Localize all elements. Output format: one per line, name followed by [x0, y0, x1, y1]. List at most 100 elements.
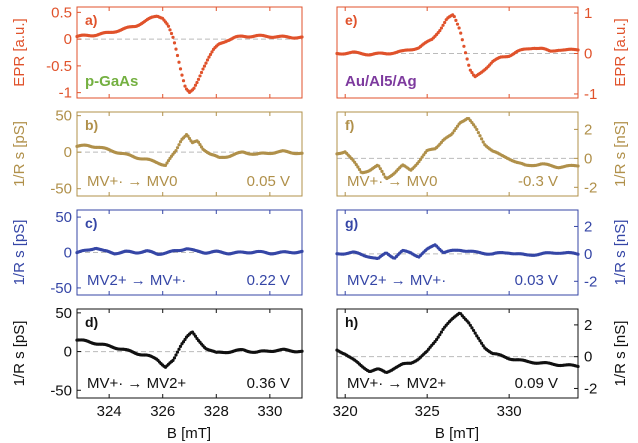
data-point: [175, 146, 180, 150]
panel-h: 2 0 -2 320 325 330 1/R s [nS] h) MV+· → MV2+ 0.09…: [333, 308, 629, 420]
data-point: [454, 18, 458, 22]
data-point: [175, 53, 180, 58]
y-axis-label: 1/R s [nS]: [612, 121, 629, 187]
plot-frame: [76, 111, 303, 197]
plot-frame: [76, 308, 303, 399]
data-point: [480, 341, 484, 345]
panel-e: 1 0 -1 EPR [a.u.] e) Au/Al5/Ag: [335, 5, 629, 103]
reaction-label: MV2+ → MV+·: [87, 272, 186, 289]
data-point: [204, 61, 208, 65]
x-tick-label: 320: [333, 403, 358, 420]
data-point: [459, 31, 463, 35]
data-point: [196, 140, 201, 144]
data-point: [187, 136, 192, 141]
data-point: [452, 129, 456, 133]
y-tick-label: 1: [584, 5, 592, 22]
data-point: [381, 172, 386, 176]
data-point: [201, 67, 205, 71]
reaction-label: MV+· → MV0: [87, 173, 177, 190]
data-point: [171, 35, 175, 39]
data-point: [354, 162, 358, 167]
data-point: [436, 335, 440, 339]
data-point: [475, 127, 479, 132]
y-tick-label: 50: [55, 305, 72, 322]
data-point: [205, 58, 210, 62]
data-point: [174, 353, 178, 357]
voltage-label: 0.05 V: [247, 173, 290, 190]
data-point: [180, 73, 184, 77]
y-axis-label: EPR [a.u.]: [612, 18, 629, 86]
material-label: Au/Al5/Ag: [345, 73, 417, 90]
y-tick-label: -50: [50, 181, 72, 198]
data-point: [439, 26, 444, 30]
panel-b: 50 0 -50 1/R s [pS] b) MV+· → MV0 0.05 V: [11, 108, 304, 198]
data-point: [457, 26, 461, 30]
data-point: [439, 330, 444, 334]
y-tick-label: 0: [64, 344, 72, 361]
panel-a: 0.5 0 -0.5 -1 EPR [a.u.] a) p-GaAs: [11, 4, 304, 102]
data-point: [198, 74, 202, 78]
y-axis-label: EPR [a.u.]: [11, 18, 28, 86]
reaction-label: MV+· → MV2+: [87, 375, 186, 392]
y-axis-label: 1/R s [nS]: [612, 220, 629, 286]
y-tick-label: -0.5: [46, 58, 72, 75]
data-point: [357, 167, 362, 172]
data-point: [208, 52, 213, 57]
data-point: [172, 41, 177, 45]
data-point: [172, 356, 177, 360]
data-point: [438, 333, 442, 337]
voltage-label: 0.22 V: [247, 272, 290, 289]
data-point: [353, 160, 357, 164]
data-point: [181, 79, 186, 83]
plot-frame: [336, 6, 579, 99]
data-point: [380, 169, 384, 173]
y-tick-label: 0: [64, 144, 72, 161]
panel-d: 50 0 -50 324 326 328 330 1/R s [pS] d) MV+· → MV2…: [11, 305, 304, 420]
x-tick-label: 330: [257, 403, 282, 420]
data-point: [356, 165, 360, 169]
y-tick-label: 50: [55, 108, 72, 125]
x-axis-label-right: B [mT]: [435, 425, 479, 442]
panel-c: 50 0 -50 1/R s [pS] c) MV2+ → MV+· 0.22 V: [11, 209, 304, 297]
voltage-label: 0.09 V: [515, 375, 558, 392]
data-point: [165, 161, 169, 165]
y-axis-label: 1/R s [nS]: [612, 321, 629, 387]
data-point: [207, 55, 211, 59]
data-point: [171, 358, 175, 362]
panel-label: b): [85, 117, 98, 133]
data-point: [465, 57, 469, 61]
data-point: [177, 347, 181, 351]
data-point: [468, 68, 472, 72]
plot-frame: [336, 209, 579, 296]
y-tick-label: -50: [50, 382, 72, 399]
data-point: [195, 80, 199, 85]
data-point: [438, 28, 442, 33]
data-point: [443, 20, 447, 25]
data-point: [183, 337, 187, 342]
data-point: [481, 140, 485, 144]
reaction-label: MV+· → MV2+: [347, 375, 446, 392]
data-point: [463, 51, 468, 55]
voltage-label: 0.03 V: [515, 272, 558, 289]
data-point: [471, 123, 476, 127]
panel-f: 2 0 -2 1/R s [nS] f) MV+· → MV0 -0.3 V: [335, 111, 629, 197]
plot-frame: [336, 308, 579, 399]
panel-label: a): [85, 12, 97, 28]
x-tick-label: 325: [415, 403, 440, 420]
data-point: [199, 70, 204, 75]
x-tick-label: 324: [97, 403, 122, 420]
panel-label: f): [345, 117, 354, 133]
data-point: [470, 326, 474, 330]
data-point: [467, 63, 471, 67]
data-point: [192, 86, 196, 90]
data-point: [165, 22, 169, 26]
data-point: [202, 64, 207, 68]
data-point: [193, 83, 198, 87]
plot-frame: [76, 6, 303, 99]
data-point: [418, 157, 423, 161]
data-point: [196, 77, 201, 81]
data-point: [455, 124, 460, 128]
y-tick-label: 50: [55, 209, 72, 226]
y-tick-label: -1: [59, 85, 72, 102]
data-point: [417, 160, 421, 164]
